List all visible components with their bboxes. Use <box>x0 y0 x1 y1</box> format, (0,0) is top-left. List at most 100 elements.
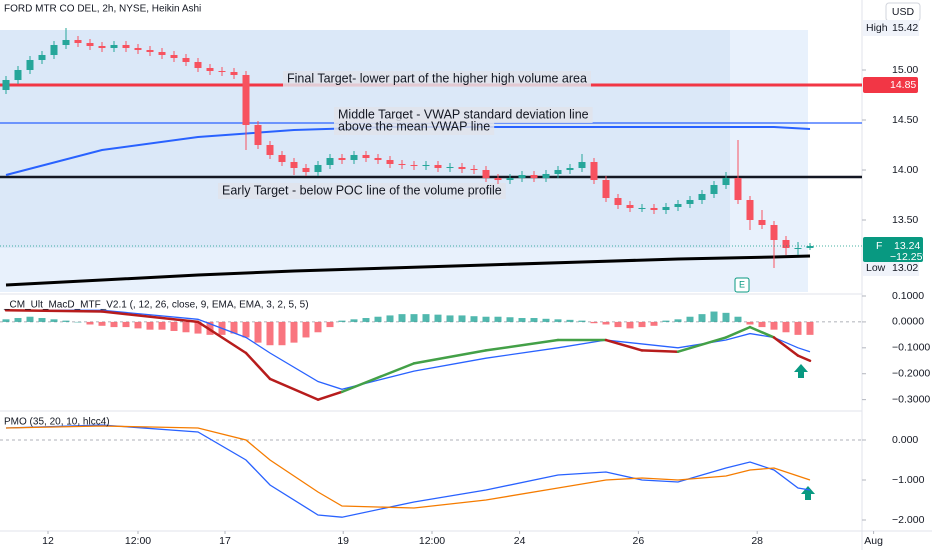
histogram-bar <box>2 319 10 322</box>
high-label-value: 15.42 <box>892 22 918 34</box>
candle-body <box>482 170 490 178</box>
candle-body <box>326 158 334 165</box>
y-tick-label: −0.2000 <box>892 368 930 380</box>
histogram-bar <box>470 316 478 322</box>
candle-body <box>386 160 394 164</box>
candle-body <box>794 248 802 249</box>
histogram-bar <box>122 321 130 328</box>
candle-body <box>254 125 262 145</box>
candle-body <box>14 70 22 80</box>
candle-body <box>362 155 370 158</box>
histogram-bar <box>398 314 406 322</box>
histogram-bar <box>290 321 298 343</box>
macd-segment <box>748 325 776 339</box>
y-tick-label: 0.000 <box>892 434 918 446</box>
candle-body <box>194 62 202 68</box>
histogram-bar <box>674 319 682 322</box>
histogram-bar <box>182 321 190 333</box>
low-label-value: 13.02 <box>892 262 918 274</box>
histogram-bar <box>590 321 598 324</box>
histogram-bar <box>770 321 778 330</box>
candle-body <box>86 43 94 46</box>
candle-body <box>158 52 166 55</box>
candle-body <box>566 168 574 170</box>
candle-body <box>470 169 478 170</box>
macd-segment <box>484 338 560 352</box>
candle-body <box>746 200 754 220</box>
macd-segment <box>724 325 752 339</box>
histogram-bar <box>62 320 70 322</box>
price-label-box <box>863 77 918 93</box>
histogram-bar <box>638 321 646 328</box>
pane-title: FORD MTR CO DEL, 2h, NYSE, Heikin Ashi <box>4 4 201 15</box>
line-series <box>5 424 811 518</box>
value-area-inner <box>0 30 730 248</box>
macd-segment <box>604 338 644 352</box>
histogram-bar <box>278 321 286 346</box>
histogram-bar <box>602 321 610 325</box>
histogram-bar <box>722 312 730 322</box>
price-label: 14.85 <box>890 79 916 91</box>
candle-body <box>182 58 190 62</box>
histogram-bar <box>494 316 502 322</box>
candle-body <box>266 145 274 155</box>
earnings-marker[interactable]: E <box>734 277 750 293</box>
y-tick-label: 0.0000 <box>892 316 924 328</box>
histogram-bar <box>434 314 442 322</box>
candle-body <box>758 220 766 225</box>
annotation: Early Target - below POC line of the vol… <box>222 183 502 197</box>
candle-body <box>650 208 658 210</box>
histogram-bar <box>386 315 394 322</box>
candle-body <box>206 68 214 71</box>
svg-text:E: E <box>739 279 745 289</box>
histogram-bar <box>506 317 514 322</box>
candle-body <box>626 205 634 208</box>
candle-body <box>578 162 586 168</box>
y-tick-label: −0.3000 <box>892 393 930 405</box>
x-tick-label: 12 <box>42 535 54 547</box>
histogram-bar <box>314 321 322 333</box>
histogram-bar <box>194 321 202 334</box>
candle-body <box>278 155 286 162</box>
candle-body <box>146 50 154 52</box>
candle-body <box>26 60 34 70</box>
candle-body <box>122 45 130 48</box>
histogram-bar <box>794 321 802 335</box>
x-tick-label: 12:00 <box>125 535 151 547</box>
last-price: 13.24 <box>894 240 920 252</box>
histogram-bar <box>578 320 586 322</box>
candle-body <box>638 208 646 209</box>
annotation: above the mean VWAP line <box>338 119 490 133</box>
histogram-bar <box>662 320 670 322</box>
histogram-bar <box>146 321 154 330</box>
macd-segment <box>640 349 680 353</box>
histogram-bar <box>230 321 238 334</box>
line-series <box>5 425 811 509</box>
x-tick-label: 24 <box>514 535 526 547</box>
y-tick-label: −1.000 <box>892 474 925 486</box>
x-tick-label: 26 <box>633 535 645 547</box>
candle-body <box>398 164 406 165</box>
macd-segment <box>196 320 248 355</box>
histogram-bar <box>446 315 454 322</box>
candle-body <box>218 71 226 72</box>
histogram-bar <box>422 314 430 322</box>
low-label-box <box>863 260 919 276</box>
candle-body <box>770 225 778 240</box>
last-price-box <box>863 237 923 262</box>
histogram-bar <box>374 316 382 322</box>
y-tick-label: 14.00 <box>892 164 918 176</box>
last-change: −12.25% <box>890 251 932 263</box>
candle-body <box>806 246 814 248</box>
candle-body <box>62 40 70 45</box>
candle-body <box>542 174 550 178</box>
histogram-bar <box>266 321 274 346</box>
annotation: Final Target- lower part of the higher h… <box>287 71 587 85</box>
candle-body <box>422 165 430 166</box>
histogram-bar <box>758 321 766 328</box>
histogram-bar <box>74 321 82 323</box>
candle-body <box>230 72 238 75</box>
candle-body <box>134 48 142 50</box>
pane-title: PMO (35, 20, 10, hlcc4) <box>4 417 110 428</box>
